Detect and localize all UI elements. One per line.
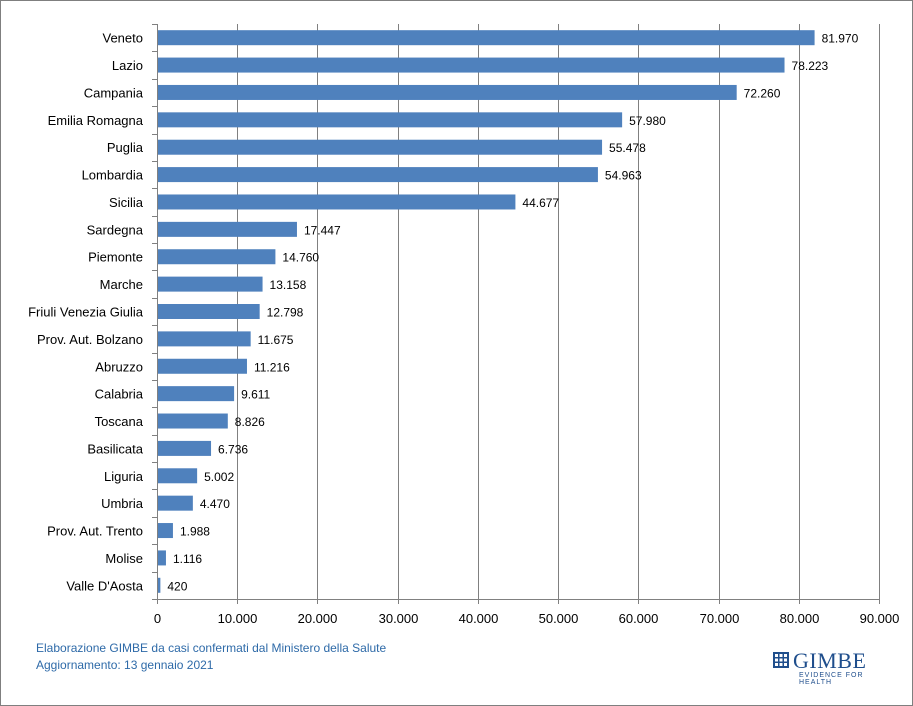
value-label: 6.736 [218,442,248,456]
logo-tagline: EVIDENCE FOR HEALTH [799,672,864,686]
category-label: Puglia [107,140,144,155]
value-label: 78.223 [792,59,829,73]
x-tick-label: 90.000 [860,611,900,626]
x-tick-label: 0 [154,611,161,626]
bar [158,413,228,429]
value-label: 72.260 [744,86,781,100]
value-label: 55.478 [609,141,646,155]
bar [158,84,737,100]
value-label: 13.158 [270,278,307,292]
x-tick-label: 70.000 [700,611,740,626]
bar [158,523,173,539]
category-label: Basilicata [87,441,143,456]
category-label: Calabria [95,387,144,402]
category-label: Piemonte [88,250,143,265]
bar [158,112,623,128]
bar [158,139,603,155]
bar [158,221,297,237]
value-label: 11.675 [258,333,294,347]
category-label: Marche [100,277,143,292]
x-tick-label: 30.000 [379,611,419,626]
bar [158,249,276,265]
bar [158,276,263,292]
category-label: Friuli Venezia Giulia [28,305,144,320]
x-tick-label: 60.000 [619,611,659,626]
gimbe-logo: GIMBE EVIDENCE FOR HEALTH [773,648,891,686]
category-label: Prov. Aut. Bolzano [37,332,143,347]
bar [158,495,193,511]
x-tick-label: 40.000 [459,611,499,626]
bar [158,331,251,347]
category-label: Molise [105,551,143,566]
category-label: Sardegna [87,222,144,237]
gimbe-logo-icon [773,652,789,668]
value-label: 4.470 [200,497,230,511]
value-label: 9.611 [241,388,270,402]
bar [158,57,785,73]
footer-update: Aggiornamento: 13 gennaio 2021 [36,658,214,672]
bar [158,30,815,46]
x-tick-label: 80.000 [780,611,820,626]
category-label: Lombardia [82,168,144,183]
value-label: 5.002 [204,470,234,484]
value-label: 57.980 [629,114,666,128]
category-label: Umbria [101,496,144,511]
bar [158,386,235,402]
bar [158,194,516,210]
value-label: 11.216 [254,360,290,374]
category-label: Sicilia [109,195,144,210]
value-label: 81.970 [822,32,859,46]
x-tick-label: 20.000 [298,611,338,626]
value-label: 54.963 [605,169,642,183]
category-label: Abruzzo [95,359,143,374]
value-label: 12.798 [267,306,304,320]
category-label: Lazio [112,58,143,73]
value-label: 1.116 [173,552,202,566]
category-label: Veneto [103,31,144,46]
bar [158,167,598,183]
value-label: 8.826 [235,415,265,429]
footer-source: Elaborazione GIMBE da casi confermati da… [36,641,387,655]
value-label: 1.988 [180,525,210,539]
category-label: Valle D'Aosta [66,578,143,593]
bar [158,440,212,456]
category-label: Prov. Aut. Trento [47,524,143,539]
bar [158,304,260,319]
x-tick-label: 10.000 [218,611,258,626]
bar [158,468,198,484]
value-label: 14.760 [282,251,319,265]
value-label: 420 [167,579,187,593]
bar [158,358,247,374]
category-label: Emilia Romagna [48,113,144,128]
value-label: 17.447 [304,223,341,237]
category-label: Toscana [95,414,144,429]
bar [158,577,161,593]
chart-footer: Elaborazione GIMBE da casi confermati da… [36,640,386,674]
x-tick-label: 50.000 [539,611,579,626]
category-label: Liguria [104,469,144,484]
value-label: 44.677 [522,196,559,210]
logo-wordmark: GIMBE [793,648,867,673]
category-label: Campania [84,85,144,100]
bar [158,550,166,566]
